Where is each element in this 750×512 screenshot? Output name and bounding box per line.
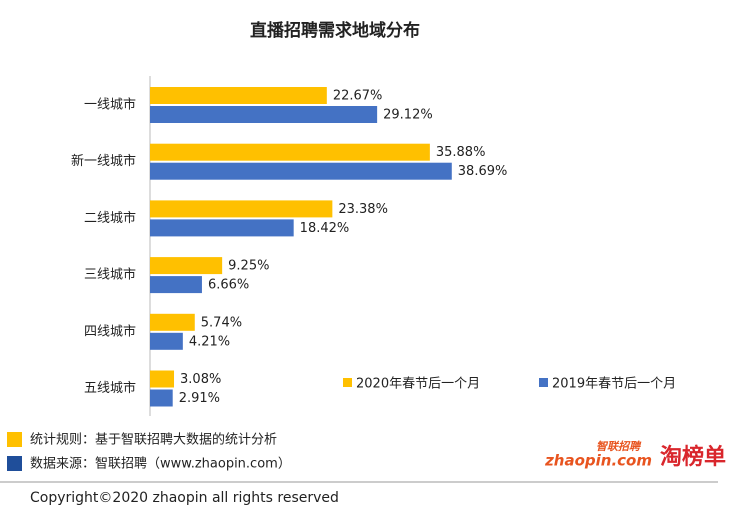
y-tick-label: 四线城市 — [84, 323, 136, 339]
logo-side: 淘榜单 — [660, 444, 726, 470]
bar — [150, 87, 327, 104]
bar — [150, 389, 173, 407]
bar — [150, 370, 175, 388]
value-label: 22.67% — [333, 89, 383, 104]
bar — [150, 313, 195, 331]
value-label: 23.38% — [338, 202, 388, 217]
value-label: 38.69% — [458, 164, 508, 179]
value-label: 6.66% — [208, 278, 249, 293]
legend-label: 2019年春节后一个月 — [552, 377, 676, 392]
y-tick-label: 一线城市 — [84, 97, 136, 113]
legend-label: 2020年春节后一个月 — [356, 377, 480, 392]
note-swatch — [7, 456, 22, 471]
value-label: 3.08% — [180, 372, 221, 387]
bar — [150, 143, 430, 161]
bar — [150, 162, 452, 180]
note-swatch — [7, 432, 22, 447]
value-label: 5.74% — [201, 315, 242, 330]
y-tick-label: 五线城市 — [84, 380, 136, 396]
note-text: 统计规则：基于智联招聘大数据的统计分析 — [30, 432, 277, 448]
value-label: 4.21% — [189, 334, 230, 349]
bar — [150, 332, 183, 350]
bar — [150, 219, 294, 237]
value-label: 29.12% — [383, 108, 433, 123]
chart-title: 直播招聘需求地域分布 — [250, 20, 420, 41]
y-tick-label: 三线城市 — [84, 267, 136, 283]
copyright: Copyright©2020 zhaopin all rights reserv… — [30, 490, 339, 506]
value-label: 9.25% — [228, 259, 269, 274]
bar — [150, 257, 223, 275]
logo-top: 智联招聘 — [596, 440, 642, 453]
y-tick-label: 新一线城市 — [71, 153, 136, 169]
legend-swatch — [539, 378, 548, 387]
bar — [150, 276, 202, 294]
bar — [150, 200, 333, 218]
bar — [150, 106, 378, 123]
value-label: 35.88% — [436, 145, 486, 160]
value-label: 2.91% — [179, 391, 220, 406]
logo-main: zhaopin.com — [544, 452, 652, 470]
value-label: 18.42% — [300, 221, 350, 236]
note-text: 数据来源：智联招聘（www.zhaopin.com） — [30, 457, 291, 472]
y-tick-label: 二线城市 — [84, 210, 136, 226]
legend-swatch — [343, 378, 352, 387]
